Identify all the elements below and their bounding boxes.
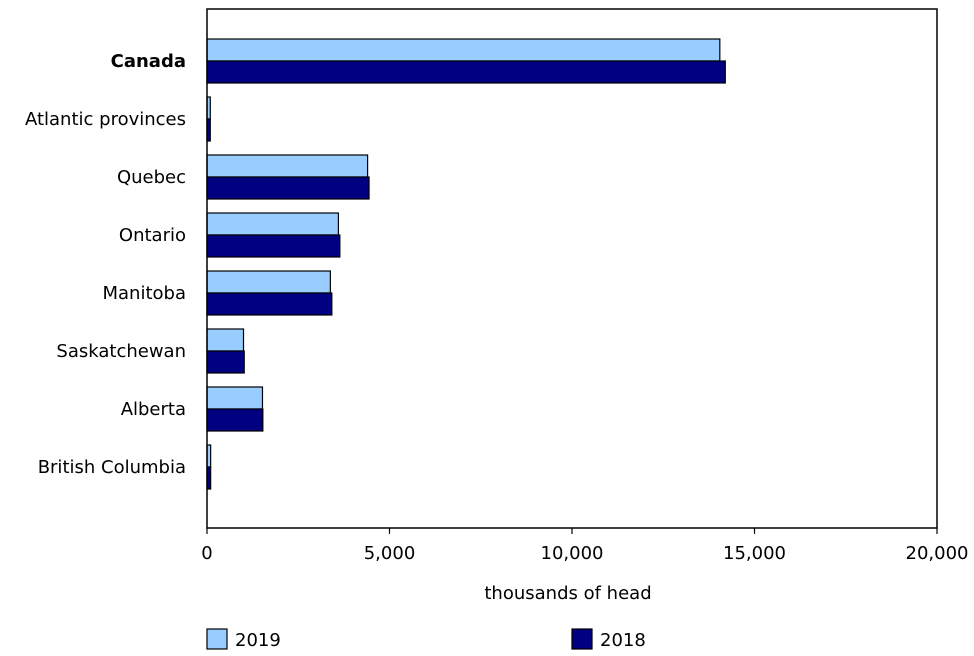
category-label-ontario: Ontario: [119, 225, 186, 246]
bar-2018-ontario: [206, 234, 341, 258]
legend-swatch-2019: [206, 628, 228, 650]
x-axis-title: thousands of head: [484, 583, 651, 604]
bar-2019-manitoba: [206, 270, 331, 294]
x-tick-label: 5,000: [364, 543, 416, 564]
bar-2018-alberta: [206, 408, 264, 432]
category-label-canada: Canada: [111, 51, 186, 72]
x-tick-label: 20,000: [906, 543, 969, 564]
category-label-atlantic-provinces: Atlantic provinces: [25, 109, 186, 130]
plot-area-frame: [206, 8, 938, 529]
bar-2018-manitoba: [206, 292, 333, 316]
category-labels: Canada Atlantic provinces Quebec Ontario Man…: [25, 51, 186, 478]
x-tick-label: 10,000: [541, 543, 604, 564]
legend-swatch-2018: [571, 628, 593, 650]
category-label-british-columbia: British Columbia: [38, 457, 186, 478]
category-label-quebec: Quebec: [117, 167, 186, 188]
x-axis-ticks: 0 5,000 10,000 15,000 20,000: [201, 528, 968, 564]
bar-2019-canada: [206, 38, 721, 62]
bar-2018-quebec: [206, 176, 370, 200]
category-label-saskatchewan: Saskatchewan: [56, 341, 186, 362]
bar-2018-canada: [206, 60, 726, 84]
category-label-manitoba: Manitoba: [103, 283, 187, 304]
bar-2019-saskatchewan: [206, 328, 245, 352]
category-label-alberta: Alberta: [121, 399, 186, 420]
x-tick-label: 0: [201, 543, 212, 564]
legend: 2019 2018: [206, 628, 646, 651]
bar-2019-alberta: [206, 386, 264, 410]
legend-label-2018: 2018: [600, 630, 646, 651]
bar-2019-quebec: [206, 154, 369, 178]
bar-2018-saskatchewan: [206, 350, 245, 374]
legend-label-2019: 2019: [235, 630, 281, 651]
bars-group: [206, 38, 726, 490]
x-tick-label: 15,000: [723, 543, 786, 564]
bar-2019-ontario: [206, 212, 339, 236]
